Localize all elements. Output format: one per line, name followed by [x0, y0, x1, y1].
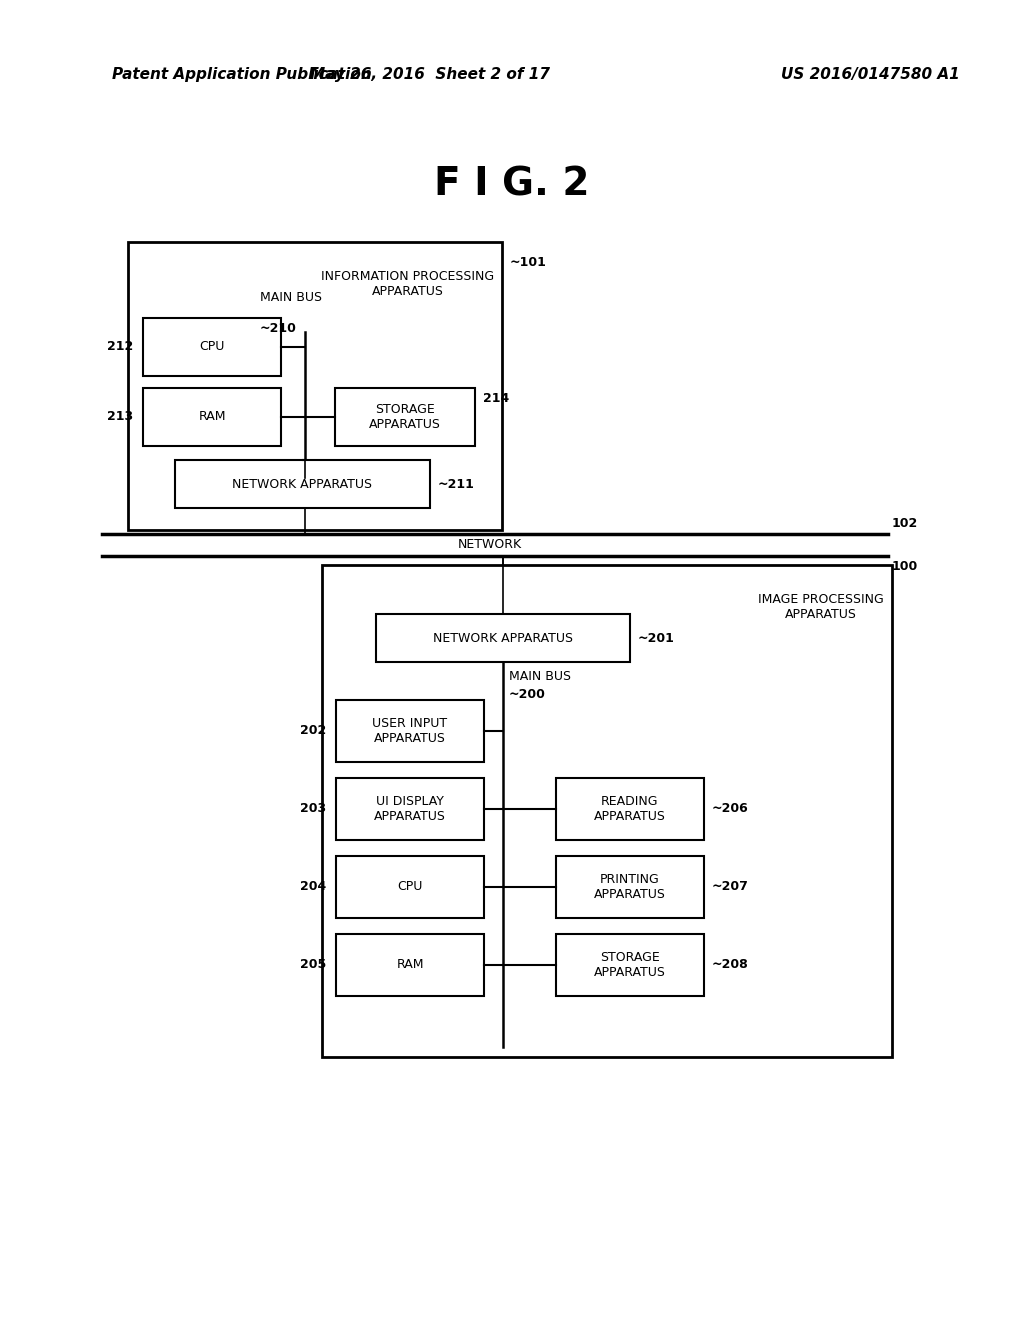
Bar — [143, 318, 281, 376]
Text: READING
APPARATUS: READING APPARATUS — [594, 795, 666, 822]
Text: RAM: RAM — [199, 411, 225, 424]
Text: Patent Application Publication: Patent Application Publication — [112, 67, 372, 82]
Text: NETWORK APPARATUS: NETWORK APPARATUS — [433, 631, 573, 644]
Text: US 2016/0147580 A1: US 2016/0147580 A1 — [780, 67, 959, 82]
Text: 212: 212 — [106, 341, 133, 354]
Text: STORAGE
APPARATUS: STORAGE APPARATUS — [594, 950, 666, 979]
Text: 202: 202 — [300, 725, 326, 738]
Text: ~210: ~210 — [260, 322, 297, 335]
Bar — [556, 935, 705, 997]
Bar — [336, 935, 484, 997]
Text: ~101: ~101 — [510, 256, 547, 269]
Bar — [336, 700, 484, 762]
Bar — [336, 777, 484, 840]
Text: 213: 213 — [106, 411, 133, 424]
Text: ~206: ~206 — [712, 803, 749, 816]
Bar — [175, 459, 430, 508]
Text: NETWORK APPARATUS: NETWORK APPARATUS — [232, 478, 373, 491]
Text: 203: 203 — [300, 803, 326, 816]
Text: May 26, 2016  Sheet 2 of 17: May 26, 2016 Sheet 2 of 17 — [310, 67, 550, 82]
Bar — [556, 777, 705, 840]
Text: MAIN BUS: MAIN BUS — [260, 290, 322, 304]
Text: CPU: CPU — [200, 341, 224, 354]
Bar — [335, 388, 475, 446]
Text: RAM: RAM — [396, 958, 424, 972]
Text: 102: 102 — [892, 517, 919, 531]
Bar — [322, 565, 892, 1057]
Text: 214: 214 — [483, 392, 509, 405]
Text: 100: 100 — [892, 560, 919, 573]
Text: IMAGE PROCESSING
APPARATUS: IMAGE PROCESSING APPARATUS — [758, 593, 884, 620]
Bar — [376, 614, 630, 663]
Text: ~208: ~208 — [712, 958, 749, 972]
Bar — [556, 855, 705, 917]
Text: ~207: ~207 — [712, 880, 749, 894]
Text: PRINTING
APPARATUS: PRINTING APPARATUS — [594, 873, 666, 902]
Text: STORAGE
APPARATUS: STORAGE APPARATUS — [369, 403, 441, 432]
Bar — [143, 388, 281, 446]
Text: ~201: ~201 — [638, 631, 675, 644]
Text: 204: 204 — [300, 880, 326, 894]
Bar — [336, 855, 484, 917]
Text: NETWORK: NETWORK — [458, 539, 522, 552]
Text: ~200: ~200 — [509, 688, 546, 701]
Text: ~211: ~211 — [438, 478, 475, 491]
Text: INFORMATION PROCESSING
APPARATUS: INFORMATION PROCESSING APPARATUS — [321, 271, 494, 298]
Bar — [128, 242, 502, 531]
Text: 205: 205 — [300, 958, 326, 972]
Text: USER INPUT
APPARATUS: USER INPUT APPARATUS — [373, 717, 447, 744]
Text: UI DISPLAY
APPARATUS: UI DISPLAY APPARATUS — [374, 795, 445, 822]
Text: CPU: CPU — [397, 880, 423, 894]
Text: MAIN BUS: MAIN BUS — [509, 671, 571, 682]
Text: F I G. 2: F I G. 2 — [434, 166, 590, 205]
